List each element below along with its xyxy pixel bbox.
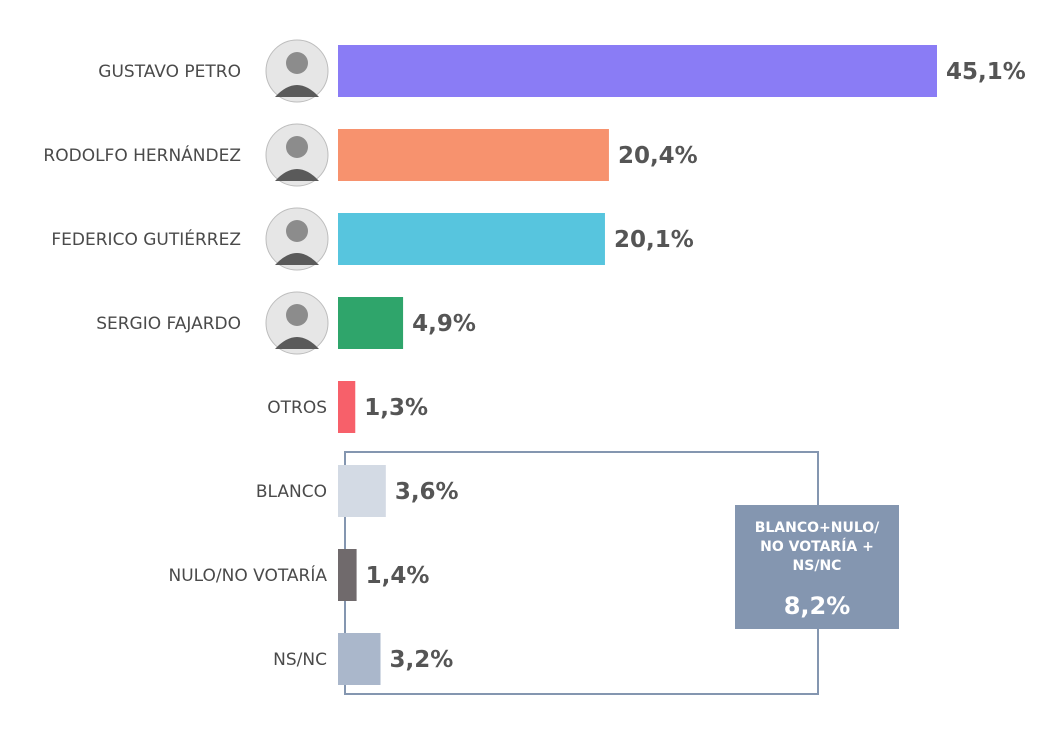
bar-row: FEDERICO GUTIÉRREZ 20,1% xyxy=(51,207,694,271)
bar xyxy=(338,297,404,349)
group-summary-value: 8,2% xyxy=(784,592,851,620)
bar xyxy=(338,381,356,433)
category-label: BLANCO xyxy=(256,482,327,502)
category-label: SERGIO FAJARDO xyxy=(96,314,241,334)
category-label: GUSTAVO PETRO xyxy=(98,62,241,82)
bar xyxy=(338,45,937,97)
category-label: OTROS xyxy=(267,398,327,418)
group-summary-label: NO VOTARÍA + xyxy=(760,538,874,555)
category-label: NULO/NO VOTARÍA xyxy=(169,564,328,586)
bar xyxy=(338,633,381,685)
bar-row: NS/NC 3,2% xyxy=(273,633,453,685)
value-label: 4,9% xyxy=(412,311,476,337)
value-label: 1,4% xyxy=(366,563,430,589)
bar-row: NULO/NO VOTARÍA 1,4% xyxy=(169,549,430,601)
value-label: 1,3% xyxy=(364,395,428,421)
bar xyxy=(338,129,609,181)
bar-row: BLANCO 3,6% xyxy=(256,465,459,517)
category-label: RODOLFO HERNÁNDEZ xyxy=(43,144,241,166)
bars-layer: GUSTAVO PETRO 45,1% RODOLFO HERNÁNDEZ 20,4%… xyxy=(43,39,1026,685)
bar-row: RODOLFO HERNÁNDEZ 20,4% xyxy=(43,123,698,187)
bar xyxy=(338,549,357,601)
person-photo-icon xyxy=(265,207,329,271)
bar-row: SERGIO FAJARDO 4,9% xyxy=(96,291,476,355)
person-photo-icon xyxy=(265,291,329,355)
value-label: 20,1% xyxy=(614,227,694,253)
group-summary-label: NS/NC xyxy=(793,558,842,574)
value-label: 20,4% xyxy=(618,143,698,169)
person-photo-icon xyxy=(265,123,329,187)
value-label: 3,6% xyxy=(395,479,459,505)
bar-row: GUSTAVO PETRO 45,1% xyxy=(98,39,1026,103)
group-summary-label: BLANCO+NULO/ xyxy=(755,520,880,536)
group-layer: BLANCO+NULO/NO VOTARÍA + NS/NC 8,2% xyxy=(344,451,899,695)
value-label: 45,1% xyxy=(946,59,1026,85)
bar xyxy=(338,465,386,517)
bar-row: OTROS 1,3% xyxy=(267,381,428,433)
bar xyxy=(338,213,605,265)
category-label: FEDERICO GUTIÉRREZ xyxy=(51,228,241,250)
person-photo-icon xyxy=(265,39,329,103)
group-summary-box xyxy=(735,505,899,629)
value-label: 3,2% xyxy=(390,647,454,673)
category-label: NS/NC xyxy=(273,650,327,670)
